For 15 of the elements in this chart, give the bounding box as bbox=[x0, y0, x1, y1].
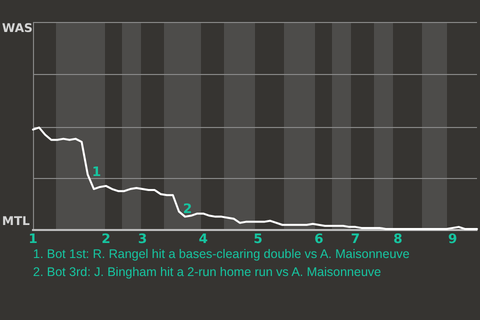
x-tick-label: 9 bbox=[448, 232, 458, 248]
text: 1. Bot 1st: R. Rangel hit a bases-clearing double vs A. Maisonneuve bbox=[33, 246, 410, 263]
x-tick-label: 8 bbox=[393, 232, 402, 248]
x-tick-label: 1 bbox=[28, 232, 38, 248]
x-tick-label: 4 bbox=[198, 232, 208, 248]
x-tick-label: 5 bbox=[254, 232, 263, 248]
text: 2. Bot 3rd: J. Bingham hit a 2-run home run vs A. Maisonneuve bbox=[33, 264, 382, 281]
text: MTL bbox=[2, 214, 30, 228]
x-tick-label: 3 bbox=[138, 232, 148, 248]
annotation: 1 bbox=[92, 165, 102, 180]
x-tick-label: 6 bbox=[314, 232, 324, 248]
x-tick-label: 2 bbox=[101, 232, 111, 248]
x-tick-label: 7 bbox=[350, 232, 360, 248]
annotation: 2 bbox=[183, 202, 192, 217]
text: WAS bbox=[2, 21, 33, 35]
